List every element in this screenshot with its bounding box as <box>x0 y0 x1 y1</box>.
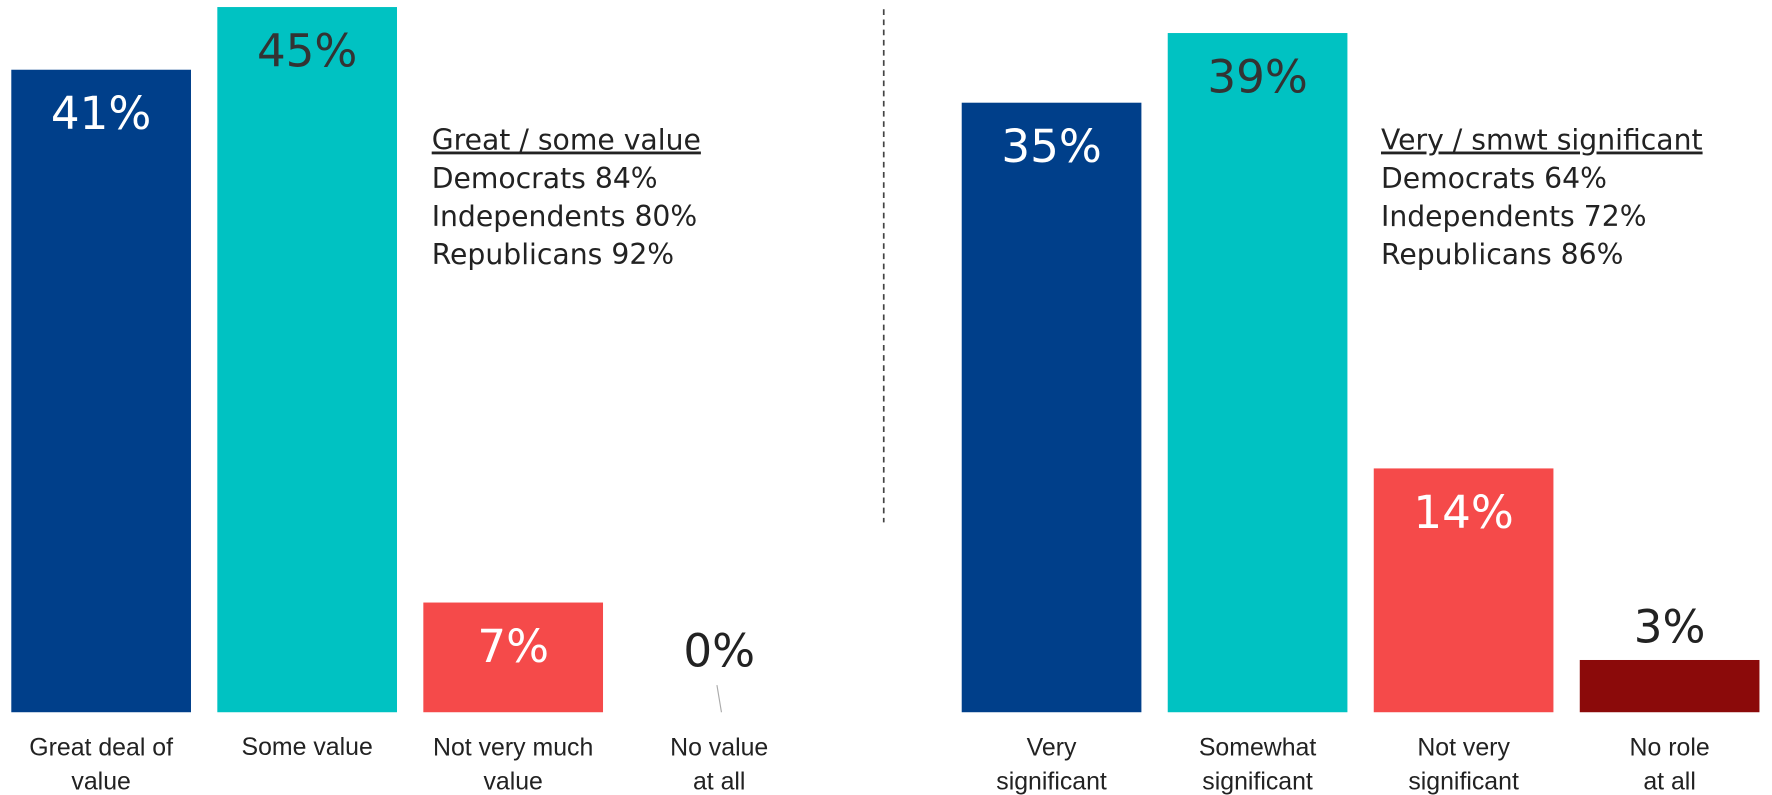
value-label: 14% <box>1413 486 1513 539</box>
value-label: 35% <box>1001 120 1101 173</box>
category-label: Not very much value <box>433 733 593 795</box>
annotation-line: Democrats 64% <box>1381 162 1607 195</box>
annotation-line: Democrats 84% <box>432 162 658 195</box>
bar <box>1167 33 1348 713</box>
bar <box>961 102 1142 713</box>
value-label: 0% <box>683 625 755 678</box>
category-label: Somewhat significant <box>1199 733 1317 795</box>
category-label: Not very significant <box>1408 733 1519 795</box>
bar <box>1579 659 1760 713</box>
bar <box>1373 468 1554 713</box>
bar <box>423 602 604 713</box>
value-label: 41% <box>51 87 151 140</box>
leader-line <box>716 685 723 713</box>
category-label: No value at all <box>670 733 768 795</box>
annotation-title: Very / smwt significant <box>1381 124 1703 157</box>
annotation-line: Republicans 92% <box>432 238 674 271</box>
category-label: Very significant <box>996 733 1107 795</box>
bar <box>217 7 398 713</box>
value-label: 7% <box>477 620 549 673</box>
value-label: 39% <box>1207 51 1307 104</box>
annotation-line: Independents 80% <box>432 200 698 233</box>
category-label: No role at all <box>1630 733 1710 795</box>
annotation-line: Independents 72% <box>1381 200 1647 233</box>
annotation-title: Great / some value <box>432 124 701 157</box>
annotation-line: Republicans 86% <box>1381 238 1623 271</box>
bar <box>11 69 191 713</box>
value-label: 3% <box>1634 601 1706 654</box>
category-label: Great deal of value <box>29 733 173 795</box>
category-label: Some value <box>242 733 373 761</box>
value-label: 45% <box>257 25 357 78</box>
